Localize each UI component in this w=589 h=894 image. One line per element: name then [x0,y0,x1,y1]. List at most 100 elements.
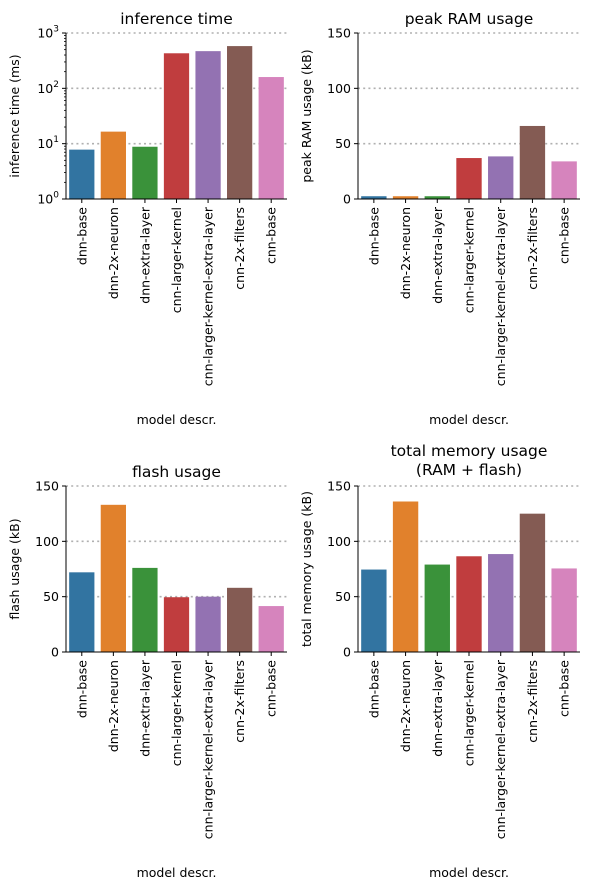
x-tick-label: cnn-larger-kernel-extra-layer [201,206,216,386]
bar [132,568,157,652]
y-tick-label-exponent: 1 [53,135,59,145]
bar [101,132,126,199]
chart-title: total memory usage (RAM + flash) [391,442,548,479]
x-tick-label: dnn-base [366,660,381,718]
y-axis-label: peak RAM usage (kB) [299,49,314,182]
y-tick-label: 50 [335,136,351,151]
x-axis-label: model descr. [137,865,217,880]
x-tick-label: dnn-extra-layer [430,206,445,304]
chart-panel-4: 0 50 100 150 dnn-base dnn-2x-neuron dnn-extra-… [299,442,580,880]
x-tick-label: dnn-2x-neuron [106,660,121,752]
bar [164,53,189,199]
y-axis-label: flash usage (kB) [7,518,22,619]
y-tick-label-exponent: 2 [53,80,59,90]
x-tick-label: cnn-2x-filters [525,207,540,290]
x-tick-label: cnn-base [557,207,572,264]
x-tick-label: dnn-base [74,660,89,718]
x-tick-label: dnn-2x-neuron [398,207,413,299]
x-axis-label: model descr. [429,412,509,427]
y-tick-label: 0 [343,192,351,207]
y-tick-label: 150 [327,26,351,41]
y-tick-label-base: 10 [37,136,53,151]
chart-title-line: total memory usage [391,442,548,460]
bar [195,597,220,652]
y-tick-label: 50 [335,589,351,604]
x-tick-label: dnn-base [74,207,89,265]
y-tick-label-base: 10 [37,26,53,41]
y-tick-label: 0 [343,645,351,660]
bar [393,501,418,652]
x-tick-label: cnn-larger-kernel-extra-layer [493,206,508,386]
x-tick-label: cnn-2x-filters [525,660,540,743]
y-tick-label: 0 [51,645,59,660]
y-axis-label: total memory usage (kB) [299,491,314,647]
y-tick-label: 150 [35,479,59,494]
bar [488,554,513,652]
chart-title-line: (RAM + flash) [416,461,522,479]
x-tick-label: cnn-larger-kernel-extra-layer [201,659,216,839]
chart-title: inference time [120,10,233,28]
bar [227,46,252,199]
bar [551,161,576,199]
bar [69,150,94,199]
y-tick-label-exponent: 3 [53,25,59,35]
x-tick-label: cnn-2x-filters [232,660,247,743]
x-tick-label: cnn-base [264,207,279,264]
y-tick-label: 101 [37,135,59,151]
bar [164,597,189,652]
bar [132,147,157,199]
x-tick-label: cnn-larger-kernel [169,660,184,766]
x-tick-label: dnn-extra-layer [137,206,152,304]
y-tick-label: 103 [37,25,59,41]
x-tick-label: cnn-larger-kernel [169,207,184,313]
chart-title: peak RAM usage [405,10,534,28]
x-tick-label: cnn-larger-kernel-extra-layer [493,659,508,839]
bar [456,556,481,652]
x-tick-label: cnn-base [264,660,279,717]
x-axis-label: model descr. [429,865,509,880]
x-tick-label: dnn-2x-neuron [106,207,121,299]
bar [361,570,386,652]
x-tick-label: cnn-larger-kernel [462,207,477,313]
y-tick-label: 150 [327,479,351,494]
chart-title: flash usage [132,463,221,481]
y-tick-label: 50 [43,589,59,604]
y-tick-label: 100 [327,534,351,549]
bar [101,505,126,652]
y-tick-label: 100 [35,534,59,549]
bar [195,51,220,199]
x-tick-label: cnn-2x-filters [232,207,247,290]
bar [551,568,576,652]
bar [69,572,94,652]
y-tick-label: 100 [37,191,59,207]
x-axis-label: model descr. [137,412,217,427]
chart-panel-2: 0 50 100 150 dnn-base dnn-2x-neuron dnn-extra-… [299,10,580,427]
y-tick-label-base: 10 [37,81,53,96]
y-tick-label: 102 [37,80,59,96]
x-tick-label: dnn-2x-neuron [398,660,413,752]
chart-title-line: peak RAM usage [405,10,534,28]
bar [425,565,450,652]
x-tick-label: cnn-base [557,660,572,717]
y-tick-label-exponent: 0 [53,191,59,201]
x-tick-label: cnn-larger-kernel [462,660,477,766]
bar [488,156,513,199]
bar [456,158,481,199]
x-tick-label: dnn-extra-layer [430,659,445,757]
bar [227,588,252,652]
chart-title-line: flash usage [132,463,221,481]
chart-panel-3: 0 50 100 150 dnn-base dnn-2x-neuron dnn-extra-… [7,463,287,880]
y-tick-label: 100 [327,81,351,96]
y-tick-label-base: 10 [37,192,53,207]
y-axis-label: inference time (ms) [7,54,22,177]
x-tick-label: dnn-extra-layer [137,659,152,757]
bar [259,606,284,652]
bar [520,514,545,652]
bar [520,126,545,199]
chart-title-line: inference time [120,10,233,28]
x-tick-label: dnn-base [366,207,381,265]
bar [259,77,284,199]
